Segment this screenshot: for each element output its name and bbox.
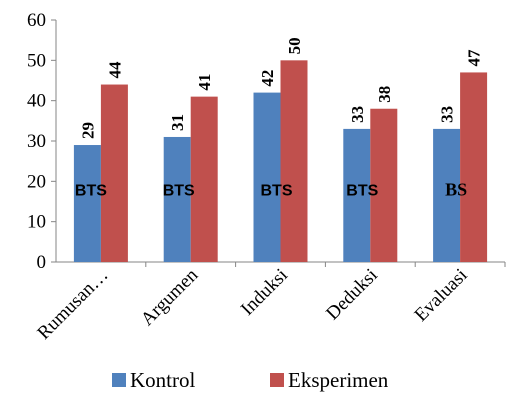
bar-kontrol-5 <box>433 128 461 262</box>
y-tick-label: 0 <box>37 252 47 273</box>
bar-eksperimen-5 <box>460 72 488 262</box>
y-tick-label: 40 <box>27 91 46 112</box>
legend-swatch-kontrol <box>112 373 126 387</box>
bar-kontrol-3 <box>253 92 281 262</box>
y-tick-label: 10 <box>27 212 46 233</box>
annotation-label: BTS <box>261 182 293 199</box>
bar-eksperimen-4 <box>370 108 398 262</box>
data-label: 47 <box>465 49 484 67</box>
bar-eksperimen-2 <box>190 96 218 262</box>
x-tick-label: Evaluasi <box>411 265 472 326</box>
data-label: 38 <box>375 86 394 103</box>
y-tick-label: 50 <box>27 50 46 71</box>
legend-label-eksperimen: Eksperimen <box>288 368 389 392</box>
data-label: 41 <box>195 74 214 91</box>
bar-kontrol-2 <box>163 136 191 262</box>
x-axis: Rumusan… Argumen Induksi Deduksi Evaluasi <box>33 261 506 344</box>
legend-label-kontrol: Kontrol <box>130 368 195 392</box>
x-tick-label: Rumusan… <box>33 265 112 344</box>
data-label: 44 <box>105 61 124 78</box>
annotation-label: BTS <box>346 182 378 199</box>
y-tick-label: 60 <box>27 10 46 31</box>
bar-eksperimen-1 <box>100 84 128 263</box>
x-tick-label: Argumen <box>137 264 203 330</box>
x-tick-label: Deduksi <box>322 265 382 325</box>
y-tick-label: 20 <box>27 171 46 192</box>
legend: Kontrol Eksperimen <box>112 368 389 392</box>
y-axis: 0 10 20 30 40 50 60 <box>27 10 57 273</box>
bar-kontrol-1 <box>73 145 101 262</box>
data-label: 33 <box>438 106 457 123</box>
data-label: 42 <box>258 70 277 87</box>
data-label: 33 <box>348 106 367 123</box>
annotation-label: BTS <box>163 182 195 199</box>
data-label: 29 <box>78 122 97 139</box>
x-tick-label: Induksi <box>237 265 292 320</box>
data-label: 50 <box>285 37 304 54</box>
annotations: BTS BTS BTS BTS BS <box>75 179 467 199</box>
annotation-label: BS <box>445 179 467 199</box>
bars: 29 44 31 41 42 50 33 38 33 47 <box>73 37 488 263</box>
annotation-label: BTS <box>75 182 107 199</box>
legend-swatch-eksperimen <box>270 373 284 387</box>
y-tick-label: 30 <box>27 131 46 152</box>
data-label: 31 <box>168 114 187 131</box>
bar-eksperimen-3 <box>280 60 308 263</box>
bar-kontrol-4 <box>343 128 371 262</box>
